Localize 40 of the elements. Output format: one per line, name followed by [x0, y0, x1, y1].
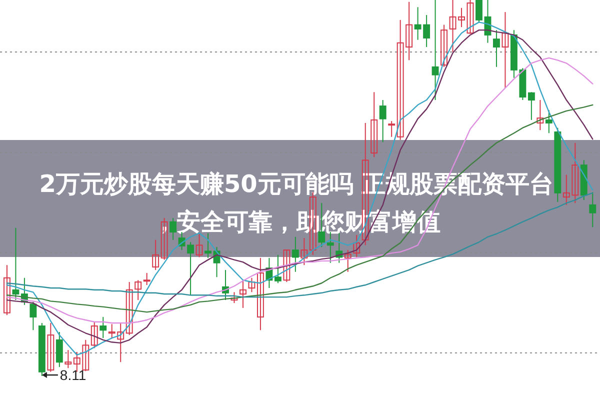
candlestick: [256, 257, 264, 331]
candlestick: [440, 24, 448, 68]
candlestick: [90, 321, 98, 349]
candlestick: [545, 110, 552, 134]
candlestick: [134, 280, 142, 301]
candlestick: [204, 232, 212, 258]
candlestick: [283, 250, 290, 282]
candlestick: [449, 0, 456, 52]
candlestick: [56, 332, 63, 368]
candlestick: [196, 232, 203, 258]
candlestick: [300, 238, 308, 266]
candlestick: [536, 100, 544, 131]
candlestick: [379, 100, 386, 143]
candlestick: [126, 282, 133, 336]
candlestick: [502, 12, 509, 88]
candlestick: [240, 280, 246, 308]
candlestick: [353, 234, 360, 258]
annotation: 8.11: [60, 367, 86, 383]
candlestick: [370, 92, 378, 158]
candlestick: [292, 236, 299, 272]
candlestick: [458, 7, 465, 28]
candlestick: [100, 316, 107, 339]
candlestick: [432, 0, 439, 101]
candlestick: [12, 227, 20, 301]
candlestick: [248, 277, 256, 293]
candlestick: [143, 272, 150, 286]
candlestick: [344, 250, 352, 272]
candlestick: [30, 301, 37, 331]
candlestick: [64, 350, 72, 369]
candlestick: [230, 292, 238, 304]
candlestick: [476, 0, 482, 24]
candlestick: [274, 254, 282, 284]
candlestick: [4, 264, 10, 316]
candlestick: [152, 239, 160, 270]
candlestick: [388, 120, 396, 138]
candlestick: [493, 30, 500, 68]
candlestick: [47, 322, 54, 372]
candlestick: [528, 92, 535, 120]
candlestick: [589, 192, 596, 228]
candlestick: [466, 0, 474, 34]
